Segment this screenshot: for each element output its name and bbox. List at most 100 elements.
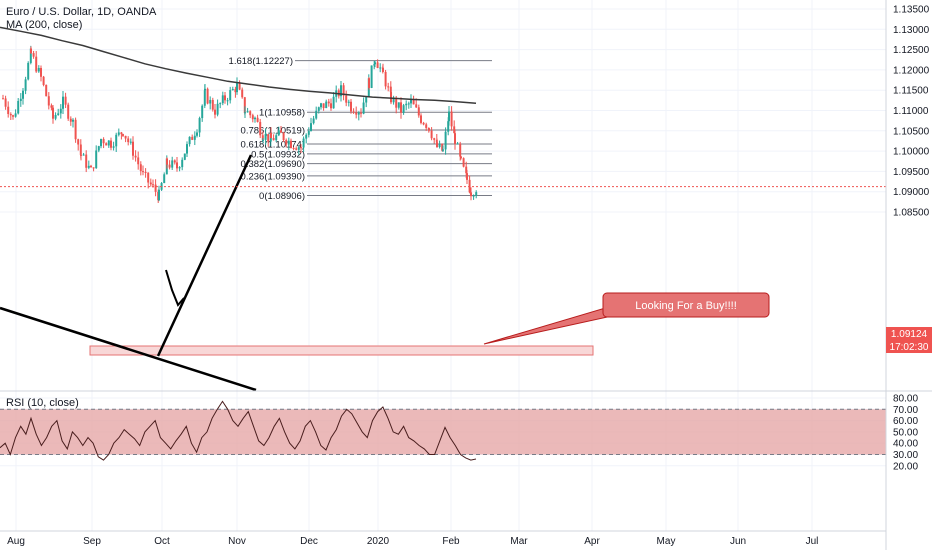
- candle-body: [214, 109, 216, 115]
- candle-body: [322, 103, 325, 109]
- trendline-up[interactable]: [156, 154, 253, 357]
- candle-body: [410, 99, 412, 104]
- candle-body: [100, 139, 102, 147]
- candle-body: [300, 147, 302, 149]
- symbol-title: Euro / U.S. Dollar, 1D, OANDA: [6, 6, 157, 18]
- candle-body: [176, 162, 178, 169]
- candle-body: [422, 122, 425, 125]
- candle-body: [270, 132, 272, 139]
- candle-body: [209, 99, 212, 104]
- candle-body: [62, 96, 64, 109]
- candle-body: [139, 164, 142, 172]
- candle-body: [229, 90, 232, 101]
- ma-indicator-label[interactable]: MA (200, close): [6, 19, 82, 31]
- candle-body: [173, 160, 176, 163]
- price-axis[interactable]: 1.13500 1.13000 1.12500 1.12000 1.11500 1.110…: [893, 5, 930, 219]
- candle-body: [191, 136, 194, 140]
- candle-body: [472, 195, 475, 197]
- candle-body: [183, 153, 186, 160]
- candle-body: [407, 103, 410, 105]
- candle-body: [287, 140, 290, 145]
- candle-body: [186, 144, 188, 154]
- support-zone[interactable]: [89, 345, 594, 356]
- candle-body: [154, 184, 157, 192]
- candle-body: [400, 102, 402, 113]
- candle-body: [347, 101, 350, 103]
- trendline-down[interactable]: [0, 306, 257, 392]
- candle-body: [251, 115, 254, 120]
- candle-body: [59, 108, 62, 114]
- candle-body: [120, 132, 123, 135]
- candle-body: [152, 184, 154, 186]
- candle-body: [9, 114, 12, 116]
- candle-body: [310, 123, 312, 132]
- candle-body: [52, 107, 54, 119]
- candle-body: [115, 134, 118, 147]
- candle-body: [149, 182, 152, 185]
- candle-body: [19, 98, 22, 101]
- price-tick-label: 1.09000: [893, 187, 930, 198]
- candle-body: [459, 143, 462, 157]
- candle-body: [216, 103, 219, 115]
- candle-body: [332, 96, 335, 109]
- current-price-value: 1.09124: [891, 329, 928, 340]
- candle-body: [178, 167, 181, 169]
- candle-body: [365, 96, 368, 103]
- candle-body: [82, 154, 85, 156]
- fib-level-label: 0.5(1.09932): [251, 149, 305, 160]
- candle-body: [12, 115, 14, 117]
- fib-level-label: 0.786(1.10519): [241, 126, 305, 137]
- candle-body: [238, 83, 241, 90]
- candle-body: [355, 112, 358, 115]
- candle-body: [468, 179, 471, 193]
- candle-body: [436, 142, 438, 148]
- candle-body: [168, 164, 171, 168]
- candle-body: [382, 68, 384, 72]
- ma-200-line: [0, 26, 477, 104]
- candle-body: [117, 132, 120, 135]
- price-tick-label: 1.09500: [893, 167, 930, 178]
- rsi-line: [0, 400, 477, 461]
- candle-body: [163, 174, 166, 184]
- price-tick-label: 1.13000: [893, 25, 930, 36]
- fibonacci-retracement[interactable]: 1.618(1.12227) 1(1.10958) 0.786(1.10519) 0.…: [229, 56, 492, 202]
- candle-body: [142, 171, 144, 173]
- fib-level-label: 1(1.10958): [259, 108, 305, 119]
- candle-body: [54, 114, 57, 119]
- candle-body: [57, 113, 60, 115]
- candle-body: [196, 132, 198, 136]
- candle-body: [392, 97, 395, 103]
- candle-body: [368, 78, 370, 88]
- candle-body: [295, 148, 298, 150]
- candle-body: [360, 112, 362, 114]
- candle-body: [158, 189, 160, 201]
- price-tick-label: 1.12000: [893, 65, 930, 76]
- candle-body: [249, 111, 252, 116]
- candle-body: [17, 100, 20, 114]
- price-tick-label: 1.11500: [893, 86, 929, 97]
- candle-body: [397, 102, 400, 108]
- price-tick-label: 1.10500: [893, 126, 930, 137]
- time-axis[interactable]: Aug Sep Oct Nov Dec 2020 Feb Mar Apr May Jun Jul: [7, 536, 818, 547]
- candle-body: [387, 86, 390, 88]
- candle-body: [456, 143, 459, 145]
- candle-body: [317, 107, 320, 111]
- candle-body: [325, 101, 328, 109]
- candle-body: [24, 79, 27, 91]
- candle-body: [92, 167, 95, 169]
- candle-body: [420, 115, 422, 123]
- candle-body: [362, 102, 365, 114]
- candle-body: [29, 48, 32, 63]
- candle-body: [87, 165, 90, 168]
- candle-body: [350, 101, 352, 112]
- candle-body: [97, 146, 100, 151]
- rsi-tick-label: 40.00: [893, 439, 918, 450]
- callout-box[interactable]: [602, 292, 770, 318]
- rsi-indicator-label[interactable]: RSI (10, close): [6, 397, 79, 409]
- candle-body: [124, 135, 127, 139]
- time-tick-label: May: [657, 536, 676, 547]
- candle-body: [35, 56, 38, 72]
- candle-body: [2, 98, 4, 100]
